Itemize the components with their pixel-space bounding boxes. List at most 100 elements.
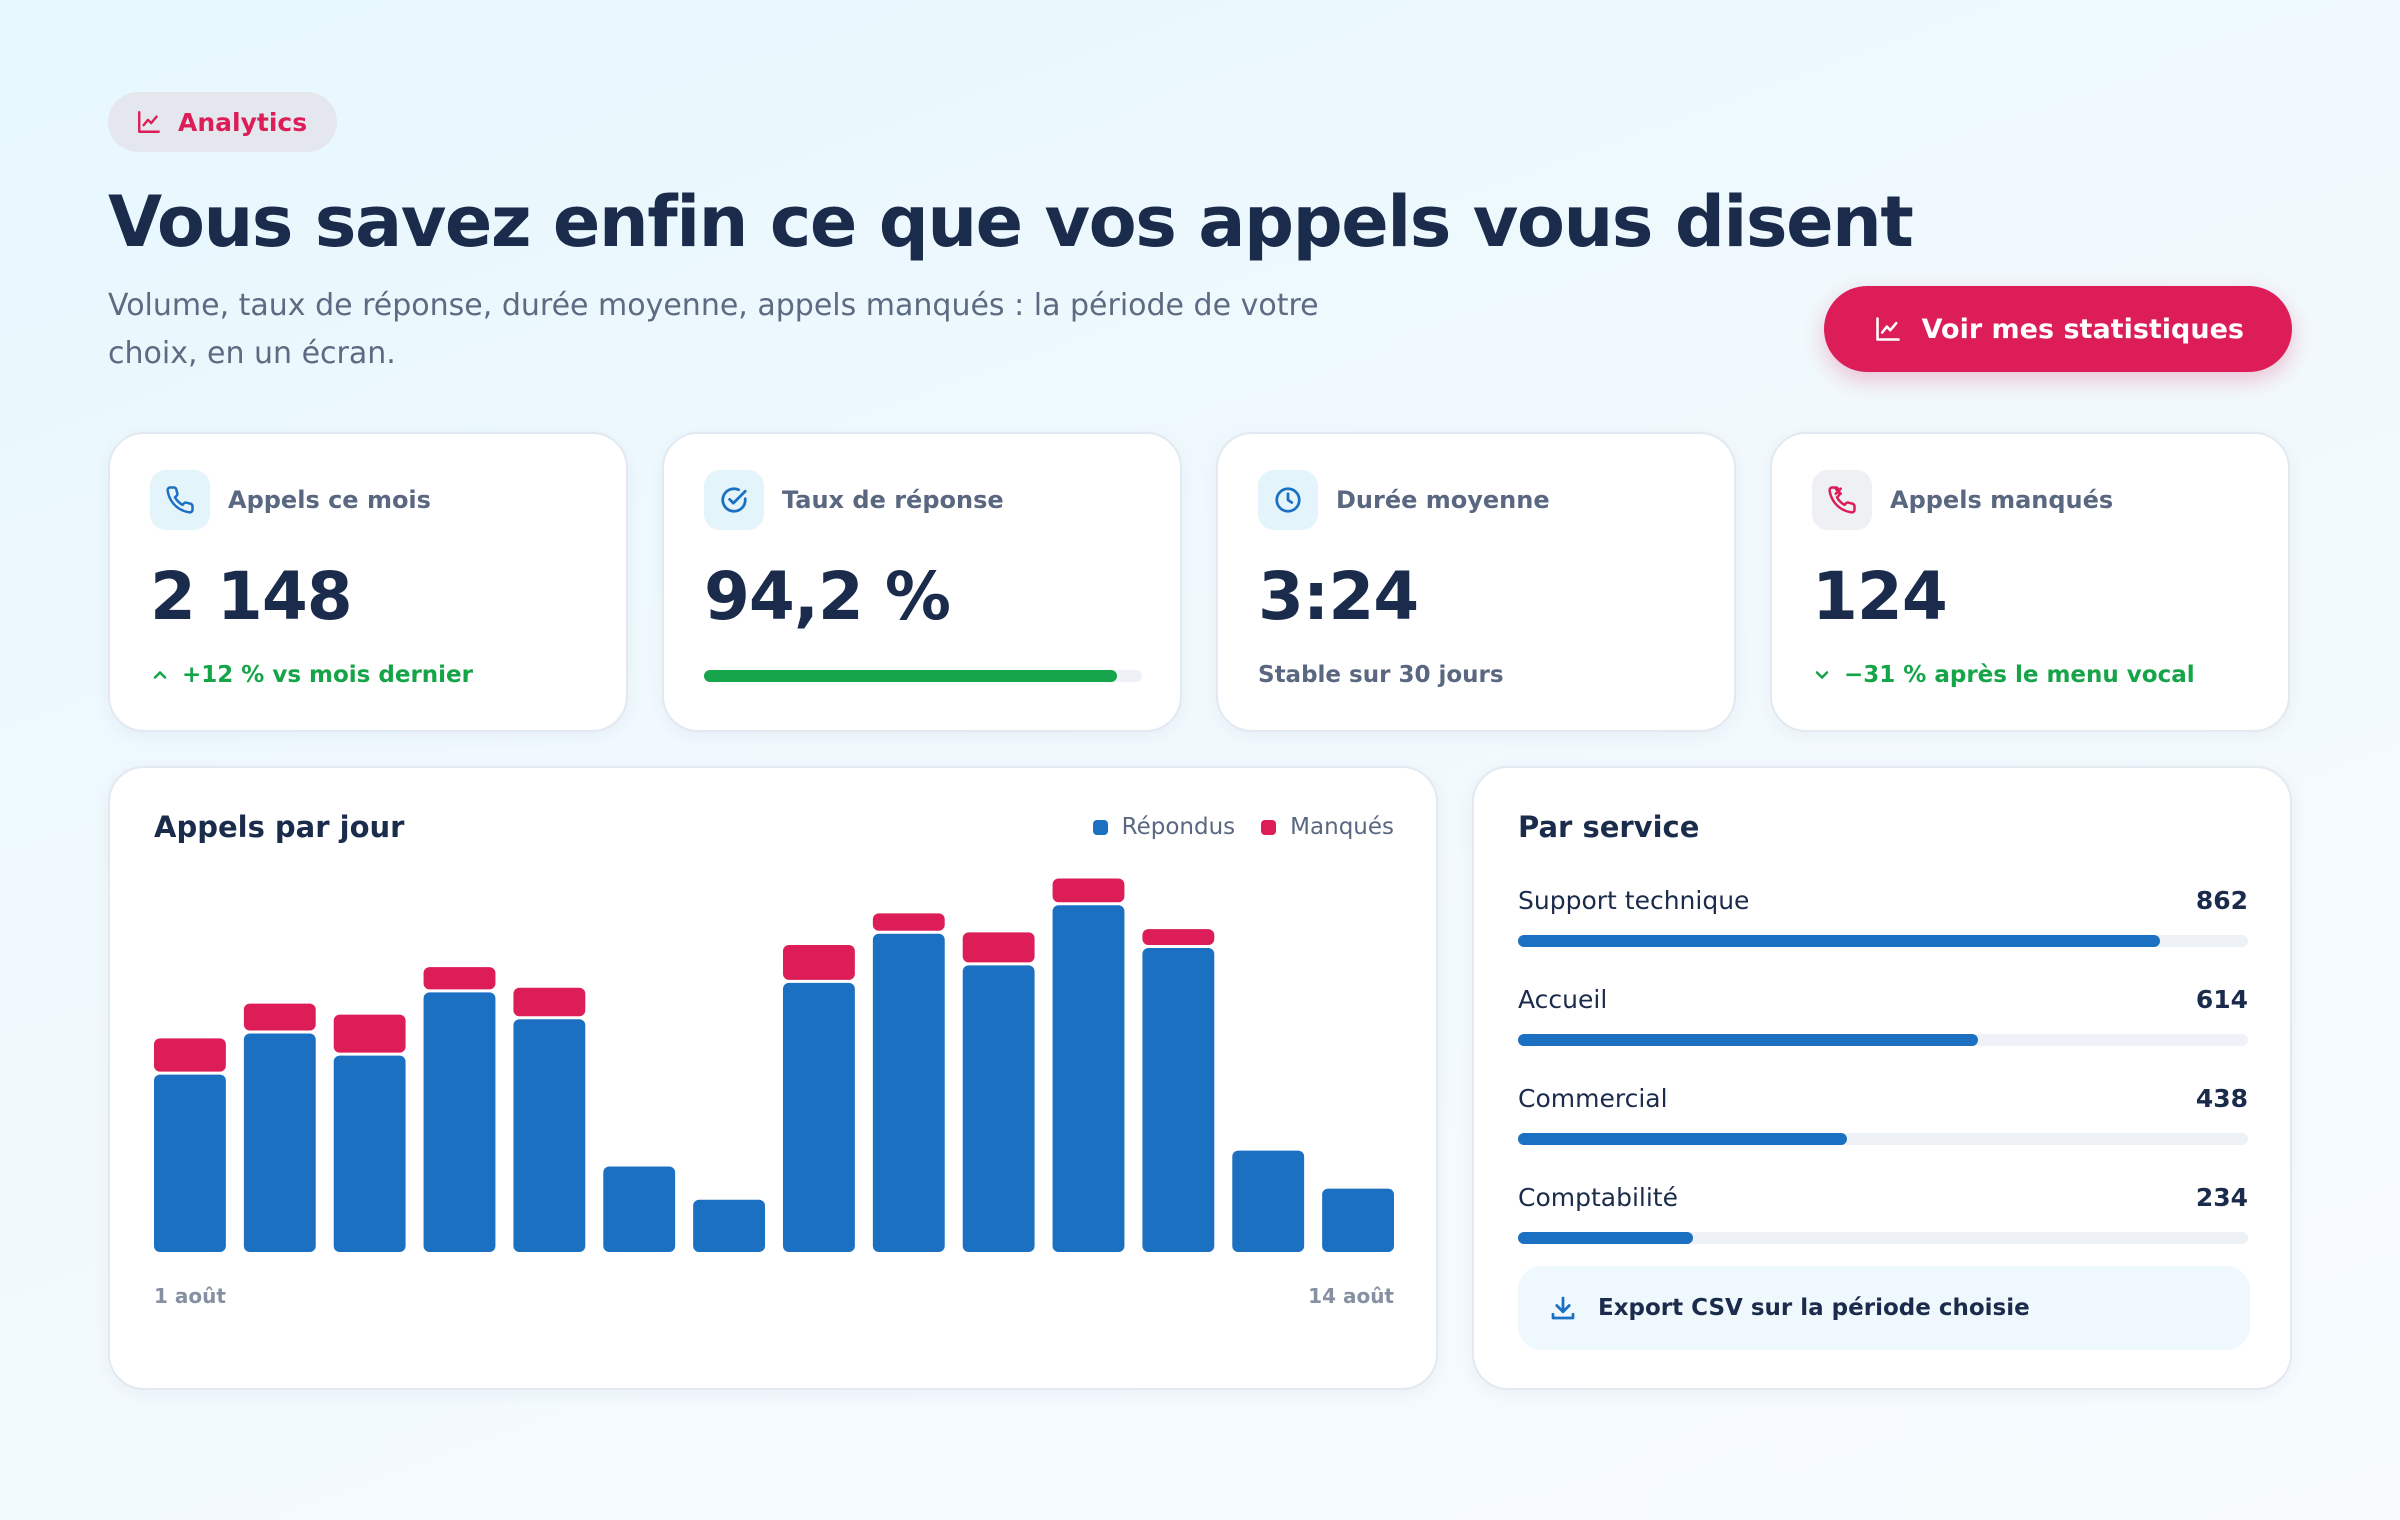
- chevron-down-icon: [1815, 671, 1829, 679]
- bar-answered: [154, 1074, 226, 1252]
- kpi-value: 94,2 %: [704, 558, 951, 635]
- bar-answered: [783, 982, 855, 1252]
- x-axis-start-label: 1 août: [154, 1284, 226, 1308]
- legend-swatch-missed: [1261, 819, 1277, 835]
- kpi-value: 124: [1812, 558, 1948, 635]
- legend-label: Répondus: [1121, 814, 1236, 840]
- kpi-trend: +12 % vs mois dernier: [150, 662, 473, 688]
- kpi-trend-text: −31 % après le menu vocal: [1844, 662, 2195, 688]
- bar-missed: [1142, 929, 1215, 945]
- hero-row: Volume, taux de réponse, durée moyenne, …: [108, 282, 2292, 378]
- export-csv-button[interactable]: Export CSV sur la période choisie: [1518, 1266, 2250, 1350]
- kpi-label: Appels manqués: [1890, 486, 2114, 514]
- clock-icon: [1275, 487, 1301, 513]
- badge-label: Analytics: [178, 107, 308, 137]
- bar-answered: [513, 1019, 586, 1252]
- service-name: Commercial: [1518, 1084, 1668, 1113]
- analytics-badge: Analytics: [108, 92, 338, 152]
- phone-icon: [166, 486, 194, 514]
- bar-answered: [1142, 948, 1215, 1252]
- bar-missed: [423, 967, 496, 990]
- service-bar: [1518, 1232, 2248, 1244]
- check-circle-icon: [721, 487, 747, 513]
- kpi-note: Stable sur 30 jours: [1258, 662, 1504, 688]
- chart-legend: Répondus Manqués: [1092, 814, 1394, 840]
- service-item: Support technique 862: [1518, 886, 2248, 947]
- service-bar: [1518, 935, 2248, 947]
- service-count: 234: [2195, 1183, 2248, 1212]
- answer-rate-progress: [704, 670, 1142, 682]
- export-csv-label: Export CSV sur la période choisie: [1598, 1295, 2030, 1321]
- service-name: Support technique: [1518, 886, 1750, 915]
- page-subtitle: Volume, taux de réponse, durée moyenne, …: [108, 288, 1319, 371]
- line-chart-icon: [138, 111, 160, 133]
- view-statistics-button[interactable]: Voir mes statistiques: [1823, 286, 2292, 372]
- page-title: Vous savez enfin ce que vos appels vous …: [108, 181, 1914, 263]
- bar-missed: [333, 1014, 406, 1053]
- service-bar: [1518, 1133, 2248, 1145]
- service-count: 862: [2195, 886, 2248, 915]
- analytics-section: Analytics Vous savez enfin ce que vos ap…: [108, 92, 2292, 1390]
- chevron-up-icon: [153, 671, 167, 679]
- chart-title: Appels par jour: [154, 810, 405, 844]
- kpi-value: 2 148: [150, 558, 353, 635]
- bar-answered: [1052, 905, 1125, 1252]
- bar-missed: [962, 932, 1035, 963]
- bar-answered: [243, 1033, 316, 1252]
- calls-bar-chart: [154, 878, 1394, 1252]
- service-bar-fill: [1518, 1232, 1694, 1244]
- bar-answered: [1322, 1188, 1394, 1252]
- bar-answered: [603, 1166, 676, 1252]
- bar-missed: [872, 913, 945, 931]
- bar-missed: [1052, 878, 1125, 903]
- service-name: Accueil: [1518, 985, 1608, 1014]
- bar-missed: [783, 945, 855, 980]
- legend-item-missed: Manqués: [1261, 814, 1394, 840]
- service-item: Comptabilité 234: [1518, 1183, 2248, 1244]
- services-title: Par service: [1518, 810, 1700, 844]
- kpi-label: Appels ce mois: [228, 486, 431, 514]
- x-axis-end-label: 14 août: [1308, 1284, 1394, 1308]
- missed-call-icon: [1828, 486, 1856, 514]
- by-service-card: Par service Support technique 862 Accueil…: [1472, 766, 2292, 1390]
- service-bar-fill: [1518, 1034, 1978, 1046]
- kpi-row: Appels ce mois 2 148 +12 % vs mois derni…: [108, 432, 2292, 732]
- bottom-row: Appels par jour Répondus Manqués 1 août …: [108, 766, 2292, 1390]
- bar-answered: [962, 965, 1035, 1252]
- kpi-trend: −31 % après le menu vocal: [1812, 662, 2195, 688]
- kpi-note-text: Stable sur 30 jours: [1258, 662, 1504, 688]
- legend-label: Manqués: [1290, 814, 1394, 840]
- kpi-card-average-duration: Durée moyenne 3:24 Stable sur 30 jours: [1216, 432, 1736, 732]
- kpi-trend-text: +12 % vs mois dernier: [182, 662, 473, 688]
- line-chart-icon: [1875, 317, 1900, 341]
- answer-rate-progress-fill: [704, 670, 1117, 682]
- service-bar: [1518, 1034, 2248, 1046]
- service-name: Comptabilité: [1518, 1183, 1678, 1212]
- calls-per-day-card: Appels par jour Répondus Manqués 1 août …: [108, 766, 1438, 1390]
- bar-answered: [872, 933, 945, 1252]
- kpi-label: Durée moyenne: [1336, 486, 1550, 514]
- legend-swatch-answered: [1092, 819, 1108, 835]
- legend-item-answered: Répondus: [1092, 814, 1236, 840]
- bar-answered: [1232, 1150, 1305, 1252]
- service-count: 438: [2195, 1084, 2248, 1113]
- service-count: 614: [2195, 985, 2248, 1014]
- service-list: Support technique 862 Accueil 614 Commerci…: [1518, 886, 2248, 1282]
- bar-missed: [154, 1038, 226, 1072]
- service-item: Commercial 438: [1518, 1084, 2248, 1145]
- download-icon: [1551, 1296, 1575, 1320]
- service-item: Accueil 614: [1518, 985, 2248, 1046]
- bar-answered: [693, 1199, 765, 1252]
- service-bar-fill: [1518, 935, 2161, 947]
- kpi-value: 3:24: [1258, 558, 1419, 635]
- kpi-card-missed-calls: Appels manqués 124 −31 % après le menu v…: [1770, 432, 2290, 732]
- bar-missed: [513, 987, 586, 1017]
- bar-missed: [243, 1003, 316, 1031]
- service-bar-fill: [1518, 1133, 1847, 1145]
- view-statistics-label: Voir mes statistiques: [1921, 313, 2244, 345]
- bar-answered: [423, 992, 496, 1252]
- kpi-label: Taux de réponse: [782, 486, 1004, 514]
- kpi-card-answer-rate: Taux de réponse 94,2 %: [662, 432, 1182, 732]
- bar-answered: [333, 1055, 406, 1252]
- kpi-card-calls-month: Appels ce mois 2 148 +12 % vs mois derni…: [108, 432, 628, 732]
